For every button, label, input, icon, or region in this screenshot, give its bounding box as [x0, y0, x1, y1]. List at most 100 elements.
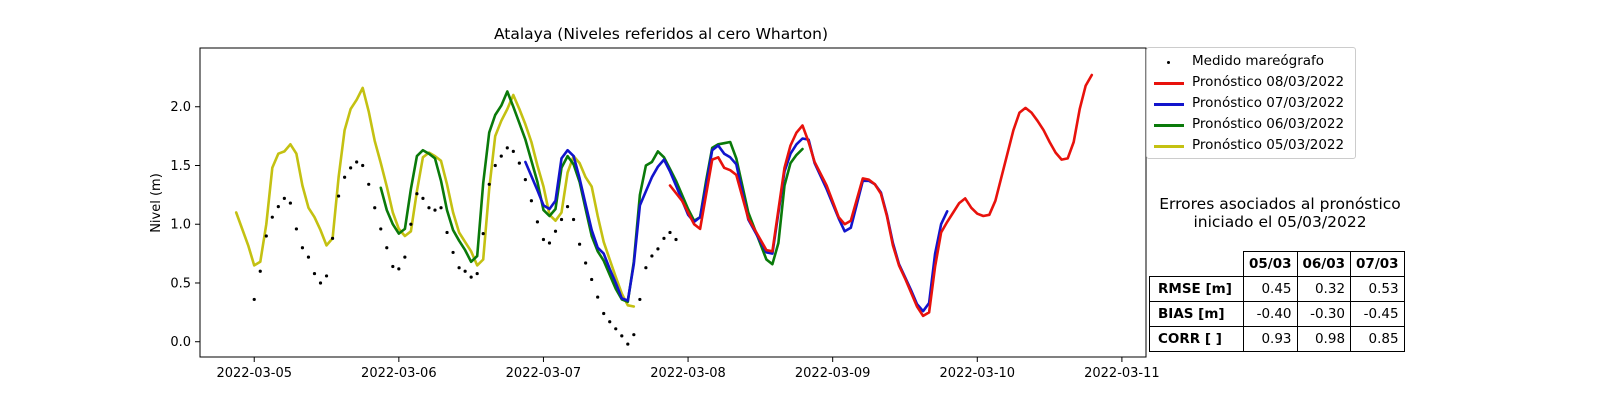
- data-point-medido: [578, 242, 582, 246]
- data-point-medido: [421, 196, 425, 200]
- errors-cell: 0.53: [1350, 276, 1405, 302]
- data-point-medido: [270, 215, 274, 219]
- errors-row-bias: BIAS [m] -0.40 -0.30 -0.45: [1149, 301, 1405, 327]
- data-point-medido: [439, 206, 443, 210]
- data-point-medido: [487, 182, 491, 186]
- errors-cell: 0.32: [1296, 276, 1352, 302]
- data-point-medido: [409, 222, 413, 226]
- x-tick-label: 2022-03-11: [1084, 366, 1160, 381]
- data-point-medido: [571, 217, 576, 222]
- errors-cell: -0.45: [1350, 301, 1405, 327]
- data-point-medido: [343, 175, 347, 179]
- x-tick-label: 2022-03-10: [940, 366, 1016, 381]
- data-point-medido: [620, 334, 624, 338]
- legend-swatch-yellow: [1154, 145, 1184, 148]
- legend-swatch-green: [1154, 124, 1184, 127]
- y-tick-label: 1.0: [170, 218, 191, 233]
- errors-row-rmse: RMSE [m] 0.45 0.32 0.53: [1149, 276, 1405, 302]
- data-point-medido: [312, 271, 317, 276]
- series-medido-mareografo: [252, 146, 678, 346]
- data-point-medido: [650, 254, 654, 258]
- data-point-medido: [318, 281, 323, 285]
- data-point-medido: [590, 277, 594, 282]
- data-point-medido: [626, 342, 630, 346]
- data-point-medido: [433, 208, 437, 212]
- data-point-medido: [469, 275, 473, 279]
- data-point-medido: [644, 266, 648, 270]
- data-point-medido: [264, 234, 268, 238]
- data-point-medido: [632, 333, 636, 337]
- data-point-medido: [288, 201, 292, 205]
- errors-row-header: BIAS [m]: [1149, 301, 1244, 327]
- data-point-medido: [584, 261, 588, 265]
- data-point-medido: [306, 255, 311, 259]
- data-point-medido: [674, 237, 678, 242]
- legend-swatch-blue: [1154, 103, 1184, 106]
- data-point-medido: [397, 267, 401, 271]
- data-point-medido: [252, 297, 256, 302]
- legend-label: Pronóstico 08/03/2022: [1192, 74, 1345, 90]
- data-point-medido: [511, 149, 515, 153]
- data-point-medido: [523, 177, 527, 182]
- data-point-medido: [391, 264, 395, 269]
- series-line-pron-stico-05-03-2022: [234, 86, 636, 308]
- chart-title: Atalaya (Niveles referidos al cero Whart…: [494, 25, 828, 43]
- legend-item-pronostico-0703: Pronóstico 07/03/2022: [1147, 94, 1355, 114]
- chart-legend: Medido mareógrafo Pronóstico 08/03/2022 …: [1146, 47, 1356, 159]
- plot-frame: [199, 47, 1147, 358]
- legend-label: Pronóstico 05/03/2022: [1192, 137, 1345, 153]
- data-point-medido: [451, 250, 455, 255]
- data-point-medido: [535, 220, 540, 224]
- errors-row-corr: CORR [ ] 0.93 0.98 0.85: [1149, 326, 1405, 352]
- errors-header-row: 05/03 06/03 07/03: [1150, 251, 1405, 277]
- data-point-medido: [349, 166, 353, 170]
- data-point-medido: [427, 206, 431, 210]
- y-axis-label: Nivel (m): [149, 173, 164, 233]
- y-tick-label: 2.0: [170, 100, 191, 115]
- data-point-medido: [294, 227, 299, 231]
- errors-cell: 0.85: [1350, 326, 1405, 352]
- errors-title-line1: Errores asociados al pronóstico: [1159, 195, 1401, 213]
- data-point-medido: [608, 320, 612, 324]
- errors-title-line2: iniciado el 05/03/2022: [1193, 213, 1367, 231]
- series-line-pron-stico-08-03-2022: [668, 73, 1094, 318]
- legend-item-pronostico-0603: Pronóstico 06/03/2022: [1147, 115, 1355, 135]
- data-point-medido: [481, 232, 485, 236]
- data-point-medido: [258, 269, 262, 273]
- errors-corner-cell: [1150, 252, 1244, 277]
- data-point-medido: [415, 192, 419, 196]
- errors-row-header: RMSE [m]: [1149, 276, 1244, 302]
- data-point-medido: [379, 227, 383, 231]
- data-point-medido: [373, 206, 377, 210]
- legend-item-pronostico-0803: Pronóstico 08/03/2022: [1147, 73, 1355, 93]
- errors-col-header: 07/03: [1350, 251, 1405, 277]
- data-point-medido: [493, 163, 497, 168]
- data-point-medido: [547, 241, 552, 245]
- errors-cell: 0.98: [1296, 326, 1352, 352]
- data-point-medido: [541, 237, 546, 242]
- data-point-medido: [463, 269, 467, 273]
- data-point-medido: [656, 247, 660, 251]
- errors-cell: -0.40: [1243, 301, 1298, 327]
- data-point-medido: [505, 146, 509, 150]
- data-point-medido: [602, 311, 606, 316]
- data-point-medido: [517, 161, 521, 165]
- y-tick-label: 1.5: [170, 159, 191, 174]
- series-line-pron-stico-06-03-2022: [379, 90, 804, 304]
- data-point-medido: [457, 266, 461, 270]
- legend-swatch-red: [1154, 82, 1184, 85]
- data-point-medido: [385, 246, 389, 250]
- data-point-medido: [445, 230, 449, 235]
- data-point-medido: [529, 199, 534, 203]
- data-point-medido: [403, 255, 407, 259]
- legend-marker-dot: [1167, 61, 1170, 64]
- x-tick-label: 2022-03-06: [361, 366, 437, 381]
- y-tick-label: 0.5: [170, 276, 191, 291]
- errors-title: Errores asociados al pronóstico iniciado…: [1140, 195, 1420, 231]
- legend-label: Pronóstico 07/03/2022: [1192, 95, 1345, 111]
- data-point-medido: [324, 274, 329, 278]
- errors-cell: -0.30: [1296, 301, 1352, 327]
- errors-row-header: CORR [ ]: [1149, 326, 1244, 352]
- x-tick-label: 2022-03-09: [795, 366, 871, 381]
